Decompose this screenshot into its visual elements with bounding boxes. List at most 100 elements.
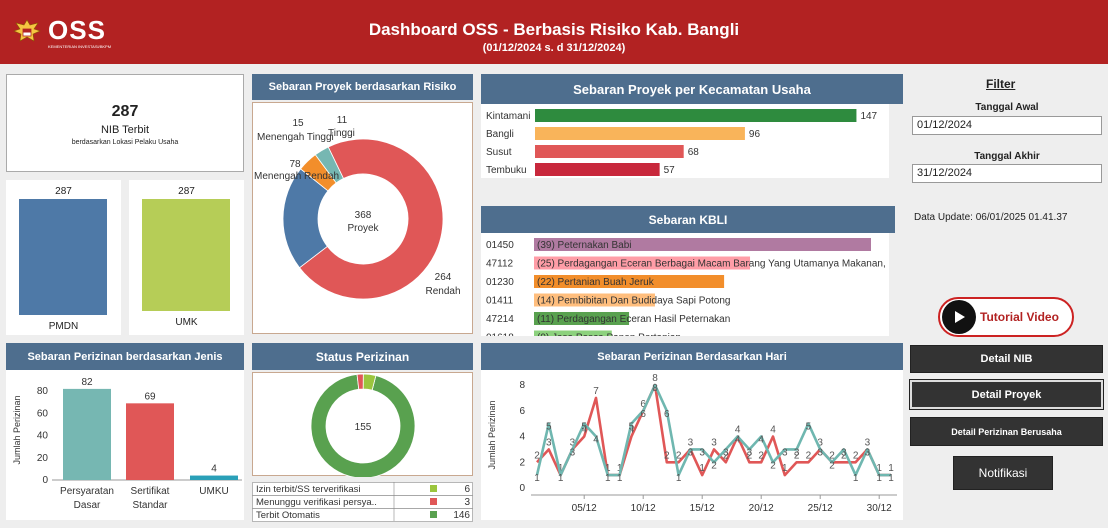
hari-point-label: 2 xyxy=(829,460,835,471)
jenis-bar xyxy=(190,475,238,480)
tutorial-video-button[interactable]: Tutorial Video xyxy=(938,297,1074,337)
status-center-value: 155 xyxy=(355,422,372,433)
status-row-value: 6 xyxy=(464,484,470,495)
hari-point-label: 8 xyxy=(652,373,658,384)
hari-point-label: 5 xyxy=(806,422,812,433)
kecamatan-value: 96 xyxy=(749,129,761,140)
hari-y-tick: 2 xyxy=(519,457,525,468)
hari-point-label: 7 xyxy=(593,386,599,397)
hari-point-label: 2 xyxy=(758,450,764,461)
oss-logo-text: OSS xyxy=(48,14,106,45)
kbli-code: 01618 xyxy=(486,333,514,337)
hari-point-label: 4 xyxy=(735,425,741,436)
dashboard-subtitle: (01/12/2024 s. d 31/12/2024) xyxy=(482,42,626,54)
risiko-center-label: Proyek xyxy=(347,223,379,234)
tanggal-akhir-input[interactable]: 31/12/2024 xyxy=(912,164,1102,183)
jenis-category-label-line2: Dasar xyxy=(74,500,101,511)
kecamatan-title: Sebaran Proyek per Kecamatan Usaha xyxy=(481,74,903,104)
jenis-card: Jumlah Perizinan 0 20 40 60 80 82 Persyaratan Da… xyxy=(6,370,244,520)
hari-point-label: 3 xyxy=(688,437,694,448)
hari-point-label: 3 xyxy=(570,447,576,458)
hari-point-label: 4 xyxy=(581,425,587,436)
kbli-code: 47112 xyxy=(486,259,514,270)
jenis-y-tick: 40 xyxy=(37,431,49,442)
tanggal-awal-input[interactable]: 01/12/2024 xyxy=(912,116,1102,135)
jenis-bar-value: 69 xyxy=(144,391,156,402)
umk-card: 287 UMK xyxy=(129,180,244,335)
jenis-y-tick: 80 xyxy=(37,386,49,397)
kbli-label: (39) Peternakan Babi xyxy=(537,240,632,251)
jenis-bar-value: 82 xyxy=(81,377,93,388)
hari-point-label: 2 xyxy=(794,450,800,461)
header-bar xyxy=(0,0,1108,64)
status-card: 155 xyxy=(252,372,473,479)
status-row xyxy=(252,508,473,522)
hari-point-label: 5 xyxy=(546,422,552,433)
nib-sublabel: berdasarkan Lokasi Pelaku Usaha xyxy=(71,139,179,146)
risiko-slice-value: 264 xyxy=(435,272,452,283)
hari-point-label: 1 xyxy=(676,473,682,484)
pmdn-bar xyxy=(19,199,107,315)
risiko-slice-label: Tinggi xyxy=(328,128,355,139)
hari-point-label: 3 xyxy=(699,447,705,458)
status-row-swatch xyxy=(430,498,437,505)
kbli-bar xyxy=(534,312,630,325)
kecamatan-value: 147 xyxy=(860,111,877,122)
jenis-y-tick: 20 xyxy=(37,453,49,464)
kbli-bar xyxy=(534,275,725,288)
jenis-title: Sebaran Perizinan berdasarkan Jenis xyxy=(6,343,244,370)
status-row-label: Izin terbit/SS terverifikasi xyxy=(256,484,361,495)
jenis-bar-value: 4 xyxy=(211,464,217,475)
hari-point-label: 3 xyxy=(865,437,871,448)
kbli-card: 01450 (39) Peternakan Babi 47112 (25) Perda… xyxy=(481,233,889,336)
nib-card: 287 NIB Terbit berdasarkan Lokasi Pelaku… xyxy=(6,74,244,172)
notifikasi-button[interactable]: Notifikasi xyxy=(953,456,1053,490)
status-donut-chart: 155 xyxy=(310,373,416,479)
hari-point-label: 3 xyxy=(817,437,823,448)
hari-point-label: 3 xyxy=(782,447,788,458)
kbli-bar xyxy=(534,238,871,251)
risiko-slice-value: 15 xyxy=(292,118,304,129)
donut-slice-3 xyxy=(314,146,344,184)
risiko-slice-label: Menengah Tinggi xyxy=(257,132,334,143)
jenis-y-tick: 0 xyxy=(42,475,48,486)
detail-perizinan-button[interactable]: Detail Perizinan Berusaha xyxy=(910,417,1103,446)
hari-point-label: 4 xyxy=(735,435,741,446)
detail-proyek-button[interactable]: Detail Proyek xyxy=(909,379,1104,410)
hari-x-tick-label: 30/12 xyxy=(867,503,892,514)
detail-nib-button[interactable]: Detail NIB xyxy=(910,345,1103,373)
hari-point-label: 1 xyxy=(888,473,894,484)
hari-y-tick: 4 xyxy=(519,432,525,443)
hari-y-tick: 0 xyxy=(519,483,525,494)
hari-point-label: 4 xyxy=(629,425,635,436)
hari-point-label: 3 xyxy=(723,447,729,458)
jenis-y-axis-label: Jumlah Perizinan xyxy=(12,395,22,464)
tanggal-awal-label: Tanggal Awal xyxy=(975,102,1039,113)
kecamatan-value: 68 xyxy=(688,147,700,158)
hari-point-label: 2 xyxy=(664,450,670,461)
risiko-slice-value: 78 xyxy=(289,159,301,170)
play-icon xyxy=(942,300,976,334)
hari-point-label: 6 xyxy=(664,409,670,420)
hari-y-tick: 6 xyxy=(519,406,525,417)
kbli-bar-chart: 01450 (39) Peternakan Babi 47112 (25) Perda… xyxy=(486,238,889,337)
hari-point-label: 6 xyxy=(640,409,646,420)
kecamatan-bar xyxy=(535,163,660,176)
hari-title: Sebaran Perizinan Berdasarkan Hari xyxy=(481,343,903,370)
kecamatan-name: Susut xyxy=(486,147,512,158)
hari-series-line xyxy=(535,383,891,477)
kbli-code: 47214 xyxy=(486,314,514,325)
jenis-y-tick: 60 xyxy=(37,408,49,419)
kbli-code: 01450 xyxy=(486,240,514,251)
hari-x-tick-label: 10/12 xyxy=(631,503,656,514)
hari-point-label: 5 xyxy=(581,422,587,433)
risiko-slice-value: 11 xyxy=(337,115,348,126)
hari-point-label: 2 xyxy=(676,450,682,461)
status-table: Izin terbit/SS terverifikasi 6 Menunggu ve… xyxy=(252,482,473,522)
kecamatan-value: 57 xyxy=(664,165,676,176)
hari-point-label: 2 xyxy=(747,450,753,461)
hari-point-label: 1 xyxy=(888,463,894,474)
hari-point-label: 1 xyxy=(876,473,882,484)
